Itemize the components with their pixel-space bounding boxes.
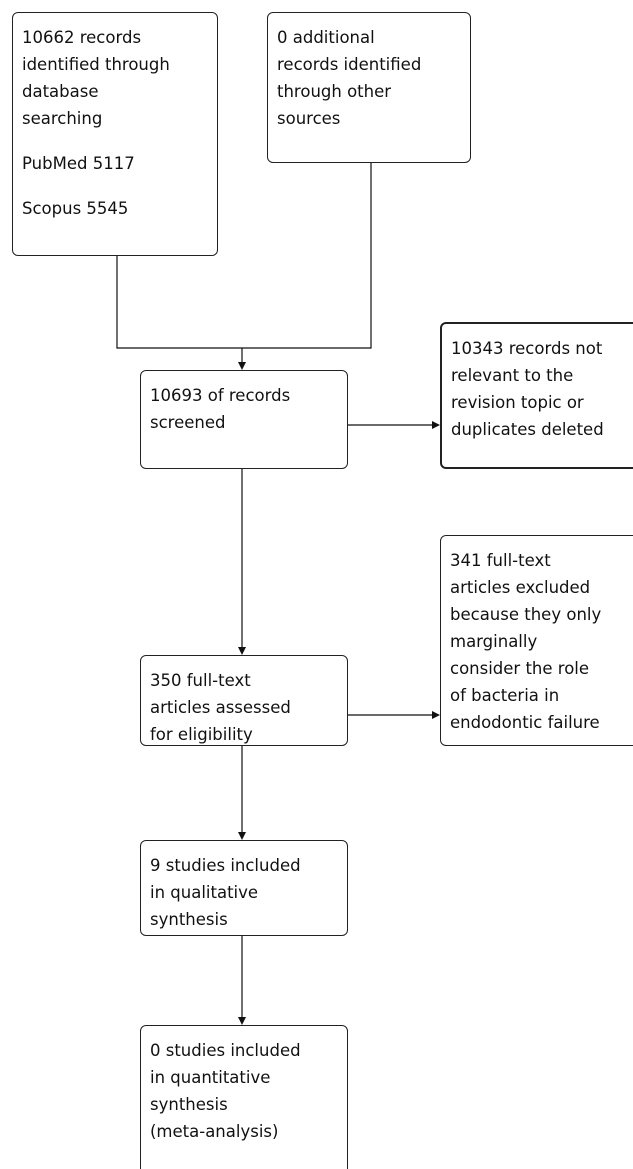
paragraph: 10343 records not relevant to the revision… [451,335,633,443]
arrow-head [238,647,246,655]
text-line: records identified [277,55,422,74]
arrow-head [432,711,440,719]
text-line: revision topic or [451,393,584,412]
text-line: database [22,82,99,101]
text-line: of bacteria in [450,686,560,705]
text-line: 10693 of records [150,386,291,405]
text-line: identified through [22,55,170,74]
text-line: searching [22,109,103,128]
text-line: consider the role [450,659,590,678]
text-line: (meta-analysis) [150,1122,279,1141]
text-line: relevant to the [451,366,574,385]
paragraph: PubMed 5117 [22,150,217,177]
arrow-head [238,362,246,370]
arrow-head [432,421,440,429]
arrow-head [238,832,246,840]
text-line: duplicates deleted [451,420,604,439]
flow-box: 350 full-text articles assessed for eligib… [140,655,348,746]
paragraph: 350 full-text articles assessed for eligib… [150,667,347,748]
text-line: PubMed 5117 [22,154,135,173]
text-line: endodontic failure [450,713,600,732]
text-line: articles excluded [450,578,591,597]
text-line: synthesis [150,910,228,929]
text-line: 0 additional [277,28,375,47]
text-line: sources [277,109,341,128]
text-line: in qualitative [150,883,259,902]
flow-box: 341 full-text articles excluded because th… [440,535,633,746]
text-line: 10662 records [22,28,142,47]
paragraph: 341 full-text articles excluded because th… [450,547,633,736]
arrow-head [238,1017,246,1025]
flow-box: 10343 records not relevant to the revision… [440,322,633,469]
flow-box: 9 studies included in qualitative synthesi… [140,840,348,936]
paragraph: 10662 records identified through database s… [22,24,217,132]
merge-line [116,162,372,349]
text-line: for eligibility [150,725,253,744]
text-line: through other [277,82,392,101]
text-line: marginally [450,632,538,651]
flow-box: 10662 records identified through database s… [12,12,218,256]
text-line: screened [150,413,226,432]
flow-box: 0 studies included in quantitative synthes… [140,1025,348,1169]
text-line: 350 full-text [150,671,251,690]
text-line: articles assessed [150,698,291,717]
paragraph: 0 additional records identified through ot… [277,24,470,132]
text-line: 0 studies included [150,1041,301,1060]
text-line: 9 studies included [150,856,301,875]
text-line: Scopus 5545 [22,199,129,218]
text-line: synthesis [150,1095,228,1114]
text-line: because they only [450,605,602,624]
paragraph: 0 studies included in quantitative synthes… [150,1037,347,1145]
paragraph: 10693 of records screened [150,382,347,436]
flow-box: 0 additional records identified through ot… [267,12,471,163]
text-line: in quantitative [150,1068,271,1087]
paragraph: 9 studies included in qualitative synthesi… [150,852,347,933]
text-line: 341 full-text [450,551,551,570]
flow-box: 10693 of records screened [140,370,348,469]
paragraph: Scopus 5545 [22,195,217,222]
text-line: 10343 records not [451,339,603,358]
